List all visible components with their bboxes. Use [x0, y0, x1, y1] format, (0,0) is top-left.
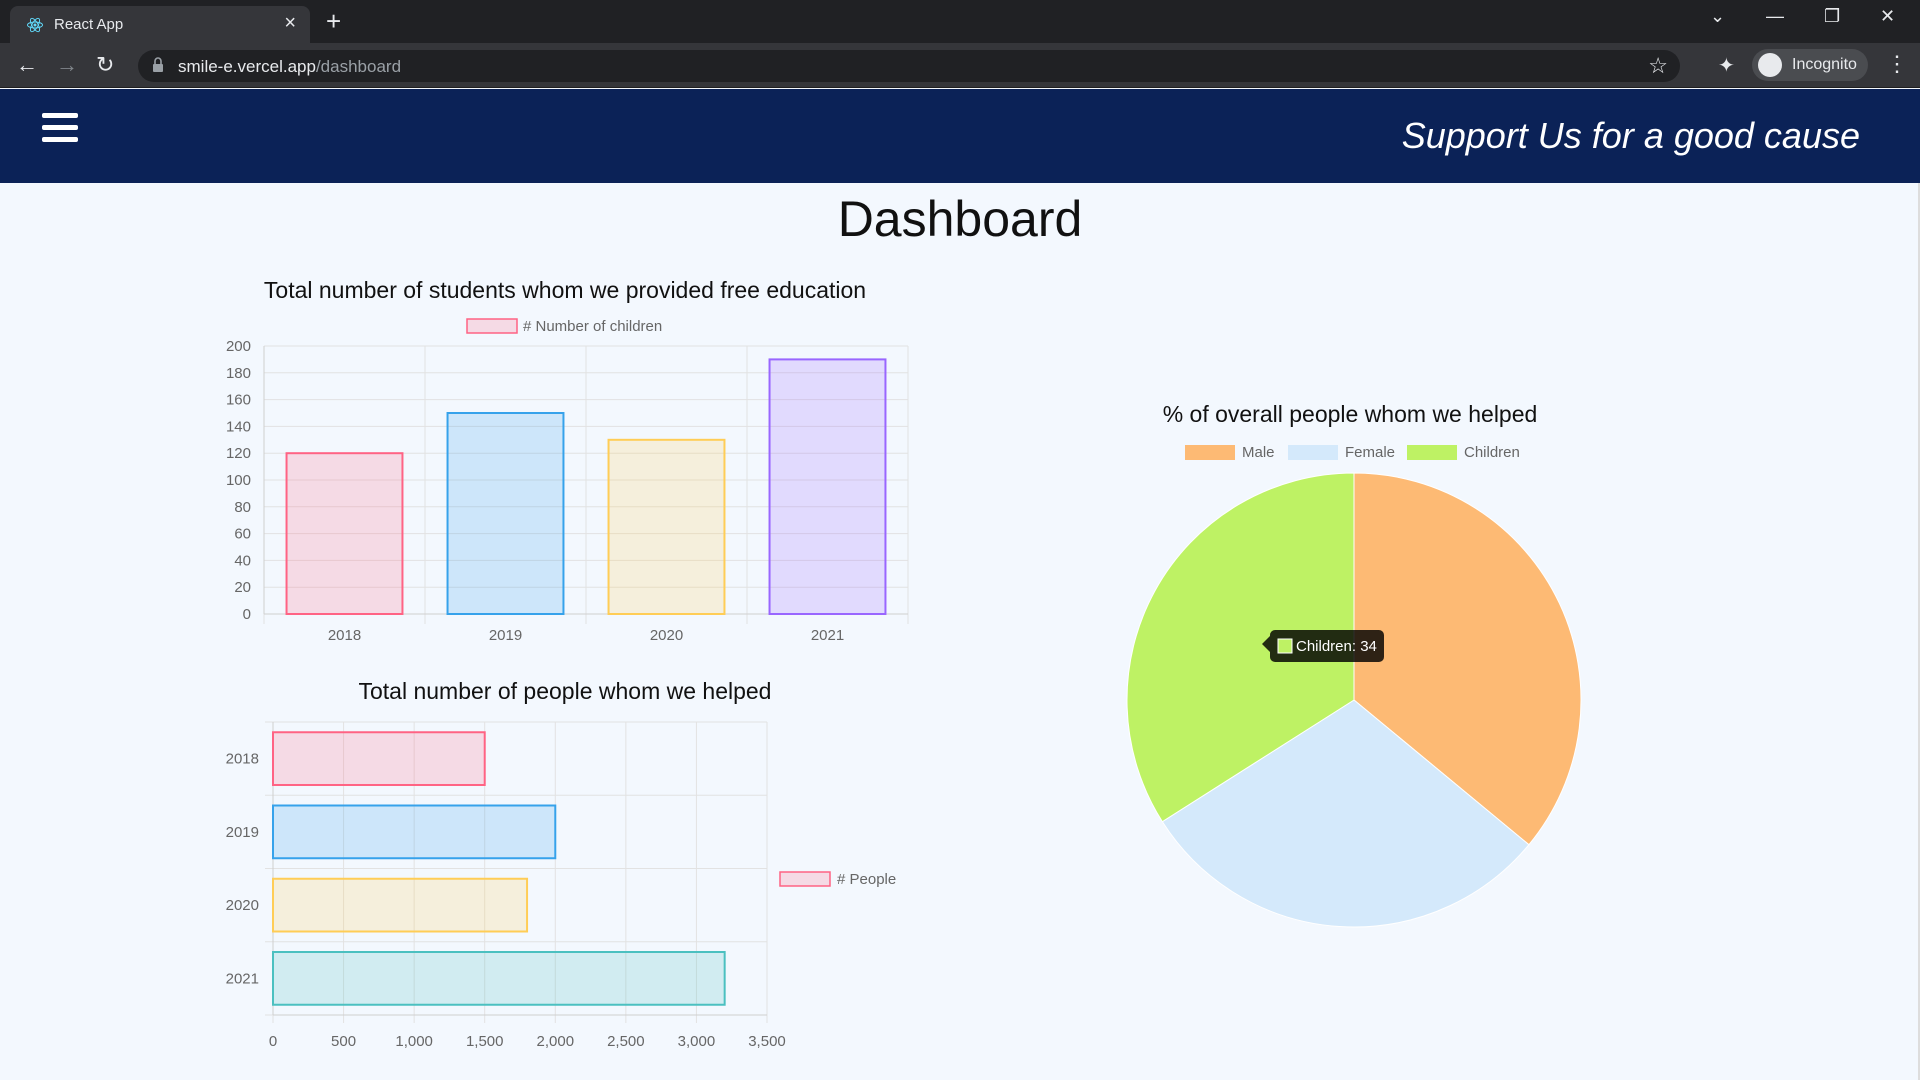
y-tick-label: 120	[226, 445, 251, 462]
browser-titlebar: React App × + ⌄ — ❐ ✕	[0, 0, 1920, 43]
address-bar[interactable]: smile-e.vercel.app/dashboard ☆	[138, 50, 1680, 82]
legend-label-female: Female	[1345, 444, 1395, 461]
minimize-icon[interactable]: —	[1766, 6, 1784, 26]
tab-title: React App	[54, 16, 124, 33]
y-tick-label: 40	[234, 552, 251, 569]
tooltip-box	[1270, 630, 1384, 662]
extensions-icon[interactable]: ✦	[1718, 55, 1735, 77]
app-header: Support Us for a good cause	[0, 89, 1920, 183]
page-scrollbar[interactable]	[1918, 183, 1920, 1080]
x-tick-label: 2021	[811, 627, 844, 644]
y-tick-label: 200	[226, 338, 251, 355]
y-tick-label: 2021	[226, 970, 259, 987]
bar-2020	[607, 438, 726, 615]
x-tick-label: 2020	[650, 627, 683, 644]
react-icon	[27, 17, 43, 33]
people-bar-chart: 0 500 1,000 1,500 2,000 2,500 3,000 3,500 2018 20…	[226, 721, 896, 1050]
y-tick-label: 20	[234, 579, 251, 596]
incognito-label: Incognito	[1792, 56, 1857, 73]
x-tick-label: 2,000	[537, 1033, 575, 1050]
incognito-badge[interactable]: Incognito	[1752, 49, 1868, 81]
y-tick-label: 0	[243, 606, 251, 623]
y-tick-label: 80	[234, 499, 251, 516]
legend-swatch	[779, 871, 831, 887]
y-tick-label: 2018	[226, 751, 259, 768]
header-slogan: Support Us for a good cause	[1401, 115, 1860, 156]
people-chart-title: Total number of people whom we helped	[358, 678, 772, 704]
legend-swatch-male	[1185, 445, 1235, 460]
url-text: smile-e.vercel.app/dashboard	[178, 57, 401, 77]
bar-2021	[272, 951, 726, 1006]
y-tick-label: 100	[226, 472, 251, 489]
bar-2021	[768, 358, 887, 616]
close-window-icon[interactable]: ✕	[1880, 6, 1896, 26]
bar-2018	[285, 452, 404, 615]
x-tick-label: 2018	[328, 627, 361, 644]
students-chart-title: Total number of students whom we provide…	[263, 277, 867, 303]
y-tick-label: 180	[226, 365, 251, 382]
url-host: smile-e.vercel.app	[178, 57, 316, 76]
reload-icon[interactable]: ↻	[96, 52, 115, 77]
hamburger-menu-icon[interactable]	[42, 113, 78, 143]
pie-chart-title: % of overall people whom we helped	[1162, 401, 1538, 427]
overall-pie-chart: Male Female Children Children: 34	[1126, 444, 1582, 928]
legend-label: # Number of children	[523, 318, 662, 335]
x-tick-label: 2,500	[607, 1033, 645, 1050]
x-tick-label: 0	[269, 1033, 277, 1050]
slice-male	[1353, 472, 1582, 846]
page-title: Dashboard	[837, 191, 1083, 247]
browser-toolbar: ← → ↻ smile-e.vercel.app/dashboard ☆ ✦ I…	[0, 43, 1920, 88]
students-bar-chart: # Number of children 0 20 40 60 80 100 120 140 16…	[226, 318, 909, 644]
bar-2020	[272, 877, 529, 933]
url-path: /dashboard	[315, 57, 402, 76]
tab-search-icon[interactable]: ⌄	[1710, 6, 1726, 26]
bookmark-star-icon[interactable]: ☆	[1648, 53, 1668, 78]
restore-icon[interactable]: ❐	[1824, 6, 1841, 26]
bar-2018	[272, 731, 486, 786]
lock-icon	[153, 57, 163, 72]
tooltip-caret	[1262, 636, 1270, 652]
legend-label-children: Children	[1464, 444, 1520, 461]
x-tick-label: 3,500	[748, 1033, 786, 1050]
y-tick-label: 60	[234, 526, 251, 543]
bar-2019	[272, 804, 557, 860]
legend-label-male: Male	[1242, 444, 1275, 461]
y-tick-label: 2020	[226, 897, 259, 914]
y-tick-label: 2019	[226, 824, 259, 841]
x-tick-label: 1,000	[395, 1033, 433, 1050]
new-tab-icon[interactable]: +	[326, 6, 342, 36]
legend-swatch-female	[1288, 445, 1338, 460]
slice-children	[1126, 472, 1355, 823]
browser-tab[interactable]: React App ×	[10, 6, 310, 43]
y-tick-label: 160	[226, 392, 251, 409]
close-tab-icon[interactable]: ×	[284, 12, 296, 34]
tooltip-text: Children: 34	[1296, 638, 1377, 655]
legend-label: # People	[837, 871, 896, 888]
bar-2019	[446, 412, 565, 615]
legend-swatch-children	[1407, 445, 1457, 460]
back-icon[interactable]: ←	[16, 52, 38, 77]
x-tick-label: 1,500	[466, 1033, 504, 1050]
x-tick-label: 3,000	[678, 1033, 716, 1050]
slice-female	[1161, 699, 1530, 928]
legend-swatch	[466, 318, 518, 334]
forward-icon[interactable]: →	[56, 52, 78, 77]
x-tick-label: 2019	[489, 627, 522, 644]
incognito-icon	[1758, 53, 1782, 77]
browser-menu-icon[interactable]: ⋮	[1886, 51, 1908, 76]
y-tick-label: 140	[226, 418, 251, 435]
tooltip-swatch	[1277, 638, 1293, 654]
x-tick-label: 500	[331, 1033, 356, 1050]
